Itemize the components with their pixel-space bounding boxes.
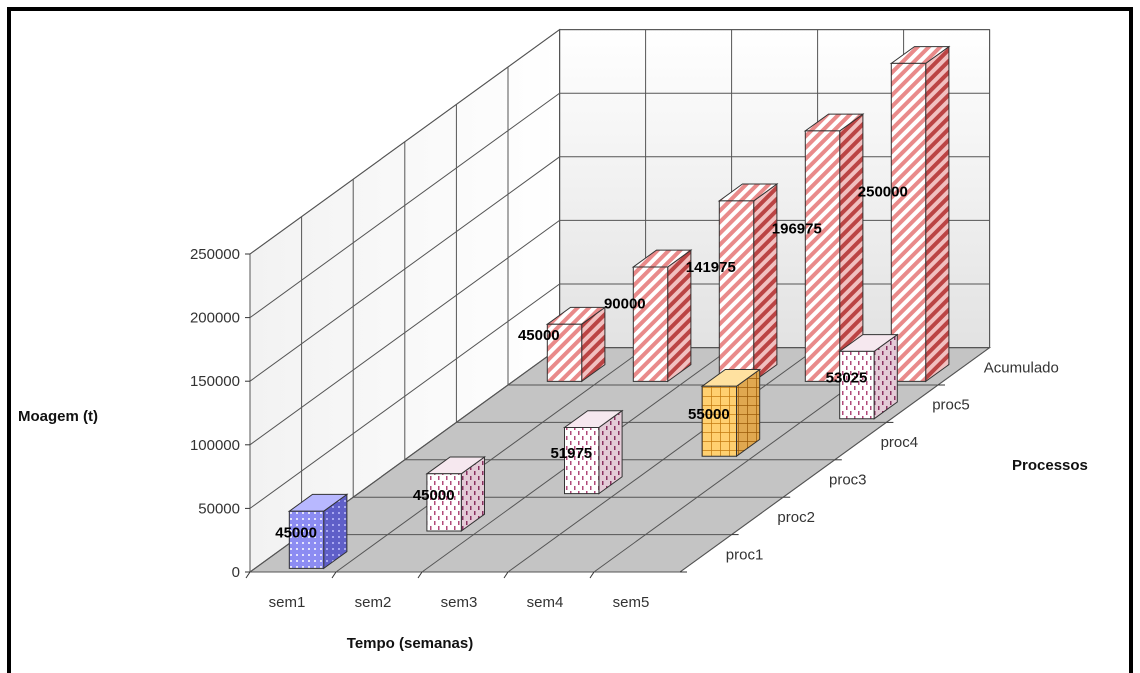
x-tick-label: sem2	[355, 594, 392, 611]
y-tick-label: 100000	[190, 437, 240, 454]
data-label-proc4: 55000	[688, 406, 730, 423]
y-axis-title: Moagem (t)	[18, 408, 98, 425]
bar-Acumulado-sem1	[545, 306, 607, 383]
bar-side	[925, 45, 950, 383]
data-label-Acumulado: 196975	[772, 221, 822, 238]
x-tick-label: sem5	[613, 594, 650, 611]
bar-front	[288, 510, 325, 569]
bar-front	[890, 62, 927, 382]
data-label-proc2: 45000	[413, 487, 455, 504]
bar-front	[839, 350, 875, 420]
data-label-Acumulado: 141975	[686, 259, 736, 276]
data-label-Acumulado: 250000	[858, 183, 908, 200]
x-tick-label: sem3	[441, 594, 478, 611]
bar-side	[753, 183, 778, 383]
bar-front	[632, 266, 669, 382]
x-tick-mark	[589, 571, 595, 579]
bar-front	[564, 427, 600, 495]
z-tick-label: proc4	[881, 434, 919, 451]
bar-proc2-sem2	[425, 456, 487, 532]
axis-ticks: 0 50000 100000 150000 200000 250000 sem1 sem2 se…	[190, 246, 1059, 611]
z-tick-label: proc3	[829, 472, 867, 489]
bar-proc4-sem4	[700, 368, 762, 458]
data-labels: 45000 45000 51975 55000 53025 45000 90000 14197…	[275, 183, 908, 541]
bar-front	[546, 323, 583, 382]
bar-Acumulado-sem5	[889, 45, 951, 383]
bar-front	[426, 473, 462, 532]
bar-front	[701, 385, 737, 457]
x-tick-label: sem4	[527, 594, 564, 611]
bar-Acumulado-sem2	[631, 249, 693, 383]
bars	[287, 45, 951, 570]
data-label-proc1: 45000	[275, 524, 317, 541]
z-tick-label: Acumulado	[984, 359, 1059, 376]
data-label-Acumulado: 90000	[604, 295, 646, 312]
x-tick-mark	[417, 571, 423, 579]
bar-front	[804, 130, 841, 382]
bar-Acumulado-sem3	[717, 183, 779, 383]
y-tick-label: 200000	[190, 310, 240, 327]
bar-proc5-sem5	[838, 333, 899, 420]
z-tick-label: proc5	[932, 397, 970, 414]
y-tick-label: 50000	[198, 500, 240, 517]
x-tick-mark	[331, 571, 337, 579]
z-axis-title: Processos	[1012, 457, 1088, 474]
x-tick-label: sem1	[269, 594, 306, 611]
y-tick-label: 150000	[190, 373, 240, 390]
z-tick-label: proc1	[726, 546, 764, 563]
y-tick-label: 250000	[190, 246, 240, 263]
bar-proc3-sem3	[562, 409, 624, 495]
bar-proc1-sem1	[287, 493, 349, 570]
x-axis-title: Tempo (semanas)	[347, 635, 473, 652]
x-tick-mark	[245, 571, 251, 579]
x-tick-mark	[503, 571, 509, 579]
bar-front	[718, 200, 755, 382]
data-label-proc3: 51975	[550, 445, 592, 462]
data-label-proc5: 53025	[826, 370, 868, 387]
y-tick-label: 0	[232, 564, 240, 581]
bar-Acumulado-sem4	[803, 113, 865, 383]
data-label-Acumulado: 45000	[518, 327, 560, 344]
z-tick-label: proc2	[777, 509, 815, 526]
